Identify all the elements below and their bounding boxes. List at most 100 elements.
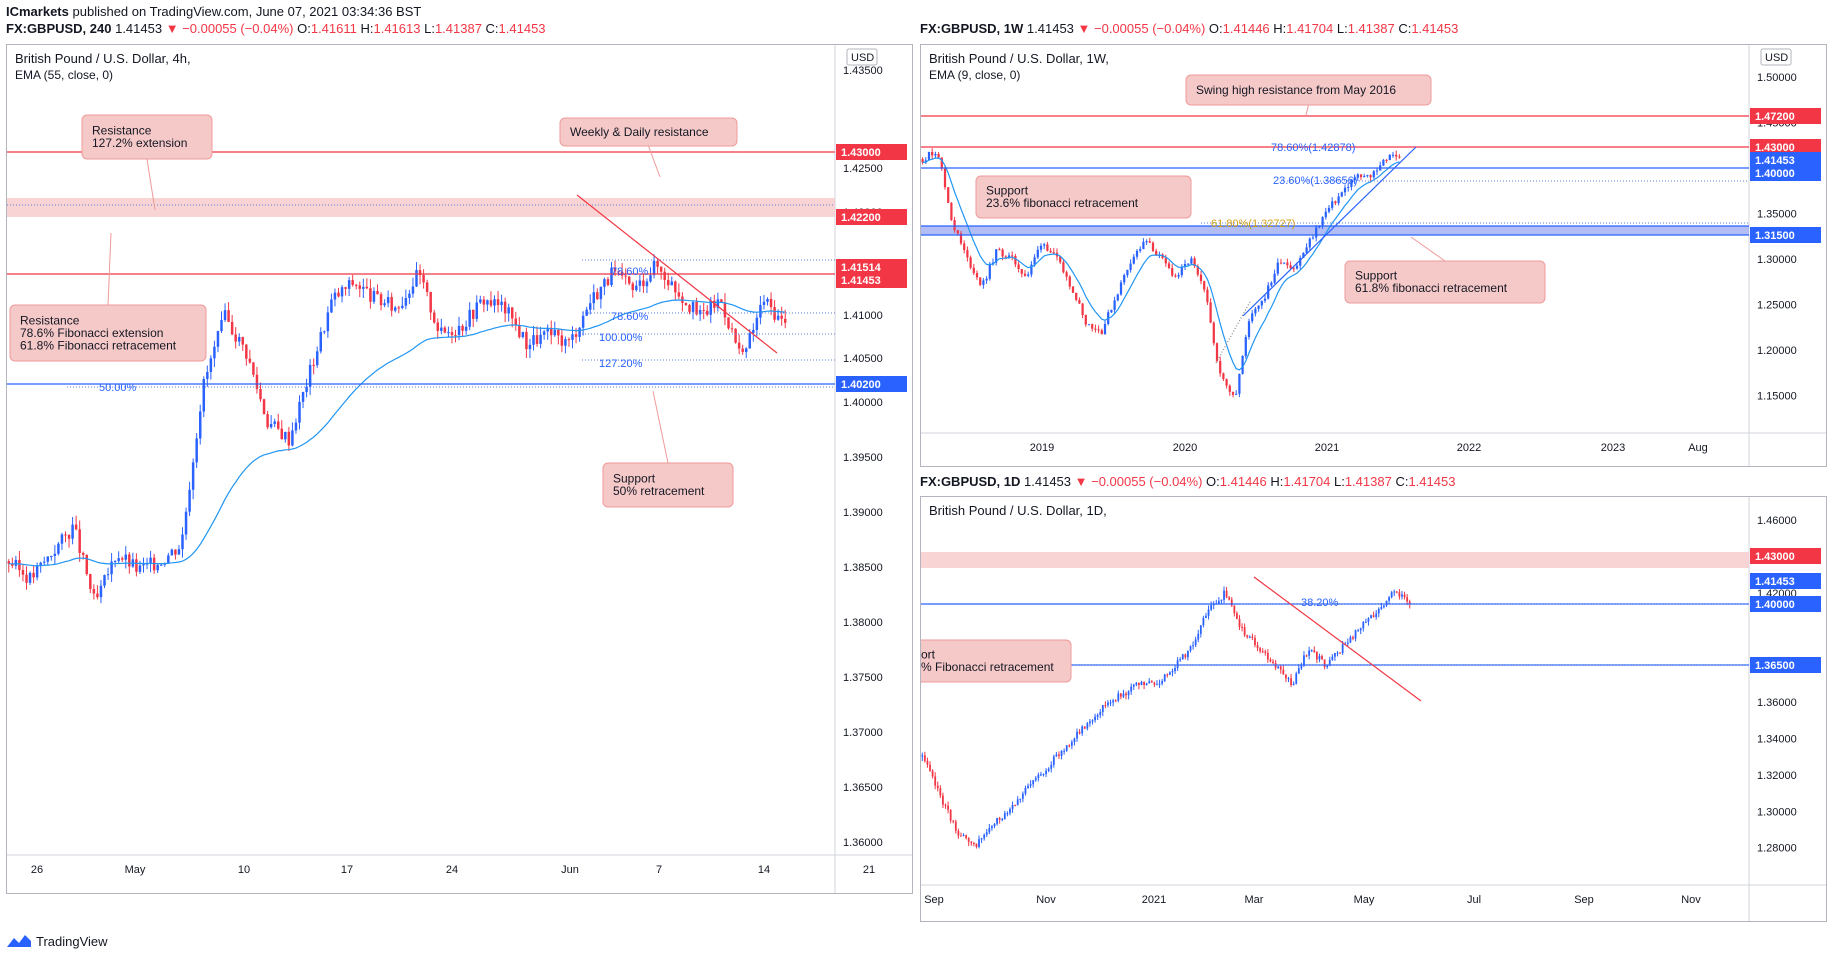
- chart-panel-1w[interactable]: 78.60%(1.42878) 23.60%(1.38656) 61.80%(1.3…: [920, 44, 1827, 467]
- candle: [351, 280, 354, 285]
- candle: [1235, 393, 1238, 395]
- y-tick-label: 1.28000: [1757, 843, 1797, 855]
- candle: [1203, 281, 1206, 290]
- chart-svg-1d[interactable]: 38.20%38.20%ort% Fibonacci retracementBr…: [910, 497, 1826, 921]
- candle: [1119, 282, 1123, 295]
- candle: [1391, 154, 1395, 156]
- candle: [195, 438, 198, 463]
- candle: [237, 337, 241, 342]
- candle: [1223, 590, 1225, 600]
- candle: [85, 554, 89, 575]
- x-tick-label: Sep: [1574, 894, 1594, 906]
- candle: [1049, 250, 1052, 253]
- candle: [450, 332, 454, 336]
- symbol-header-w1: FX:GBPUSD, 1W 1.41453 ▼ −0.00055 (−0.04%…: [920, 21, 1458, 36]
- x-tick-label: Jul: [1467, 894, 1481, 906]
- candle: [1388, 597, 1390, 601]
- candle: [1279, 666, 1282, 670]
- candle: [962, 835, 965, 837]
- x-tick-label: Nov: [1681, 894, 1701, 906]
- price-tag-label: 1.36500: [1755, 660, 1795, 672]
- candle: [936, 785, 939, 789]
- candle: [649, 275, 652, 282]
- candle: [744, 348, 748, 353]
- header-part: C:: [1395, 474, 1409, 489]
- candle: [379, 294, 383, 306]
- candle: [468, 309, 471, 327]
- candle: [730, 328, 734, 330]
- candle: [769, 298, 773, 308]
- chart-svg-4h[interactable]: 78.60% 78.60% 100.00% 127.20% 50.00% Resistan…: [7, 10, 912, 893]
- candle: [617, 271, 620, 273]
- price-tag: [836, 376, 907, 392]
- candle: [638, 280, 642, 286]
- candle: [1042, 774, 1045, 776]
- candle: [1020, 268, 1023, 274]
- candle: [1003, 813, 1006, 820]
- candle: [1148, 681, 1151, 684]
- candle: [1004, 256, 1007, 258]
- candle: [184, 511, 188, 535]
- candle: [1406, 597, 1409, 602]
- candle: [305, 386, 308, 393]
- candle: [1040, 774, 1042, 776]
- candle: [1353, 177, 1356, 180]
- candle: [1164, 257, 1167, 264]
- candle: [1346, 642, 1349, 644]
- candle: [1331, 201, 1334, 208]
- fib-label: 78.60%(1.42878): [1271, 142, 1355, 154]
- callout-box: [9, 304, 207, 362]
- candle: [542, 331, 546, 335]
- candle: [1094, 716, 1096, 721]
- candle: [532, 335, 535, 345]
- candle: [113, 561, 117, 563]
- candle: [1367, 618, 1370, 622]
- candle: [415, 270, 418, 287]
- chart-svg-1w[interactable]: 78.60%(1.42878) 23.60%(1.38656) 61.80%(1.3…: [921, 45, 1826, 466]
- chart-panel-4h[interactable]: 78.60% 78.60% 100.00% 127.20% 50.00% Resistan…: [6, 10, 913, 894]
- candle: [737, 342, 741, 349]
- header-part: O:: [297, 21, 311, 36]
- candle: [1295, 673, 1298, 684]
- candle: [1187, 263, 1190, 265]
- chart-panel-1d[interactable]: 38.20%38.20%ort% Fibonacci retracementBr…: [910, 496, 1827, 922]
- candle: [980, 838, 983, 840]
- candle: [28, 572, 32, 583]
- fib-label: 38.20%: [1301, 597, 1339, 609]
- x-tick-label: 2019: [1030, 442, 1054, 454]
- candle: [1197, 633, 1200, 640]
- candle: [245, 344, 248, 359]
- x-tick-label: 7: [656, 864, 662, 876]
- candle: [386, 297, 390, 304]
- candle: [748, 333, 752, 349]
- price-tag-label: 1.43000: [841, 147, 881, 159]
- candle: [998, 817, 1001, 820]
- candle: [1156, 684, 1158, 686]
- candle: [940, 157, 943, 169]
- candle: [752, 329, 755, 334]
- header-part: 1.41704: [1286, 21, 1337, 36]
- candle: [1297, 668, 1300, 674]
- candle: [645, 281, 649, 287]
- y-tick-label: 1.43500: [843, 65, 883, 77]
- fib-label: 23.60%(1.38656): [1273, 175, 1357, 187]
- candle: [1323, 659, 1326, 668]
- candle: [741, 348, 744, 353]
- candle: [369, 288, 372, 302]
- candle: [1171, 267, 1174, 276]
- candle: [1101, 705, 1104, 713]
- candle: [1343, 187, 1347, 193]
- candle: [1130, 686, 1133, 692]
- candle: [1352, 637, 1354, 639]
- candle: [301, 392, 305, 402]
- candle: [1350, 179, 1353, 187]
- candle: [783, 318, 787, 323]
- candle: [1395, 154, 1398, 157]
- candle: [1089, 721, 1091, 724]
- candle: [967, 838, 970, 842]
- candle: [1177, 275, 1180, 277]
- candle: [521, 331, 525, 338]
- candle: [1310, 650, 1313, 652]
- candle: [1313, 650, 1316, 652]
- candle: [422, 274, 425, 283]
